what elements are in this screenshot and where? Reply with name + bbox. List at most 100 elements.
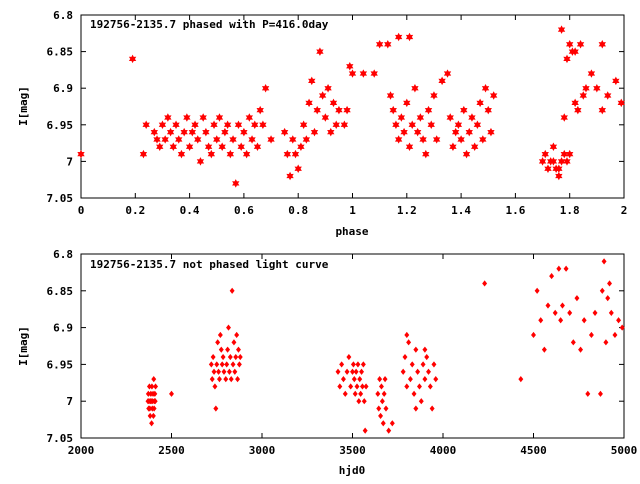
data-point xyxy=(286,171,294,181)
data-point xyxy=(570,339,576,346)
data-point xyxy=(402,353,408,361)
data-point xyxy=(386,427,392,434)
data-point xyxy=(563,157,571,166)
x-tick-label: 3000 xyxy=(249,444,276,457)
data-point xyxy=(462,149,471,159)
data-point xyxy=(340,376,346,383)
data-point xyxy=(415,368,421,375)
data-point xyxy=(305,98,313,108)
data-point xyxy=(226,324,231,331)
y-tick-label: 6.8 xyxy=(53,9,73,22)
data-point xyxy=(563,54,571,64)
data-point xyxy=(375,40,384,49)
y-tick-label: 7.05 xyxy=(47,192,74,205)
data-point xyxy=(156,142,164,152)
x-tick-label: 1.4 xyxy=(451,204,471,217)
y-tick-label: 6.85 xyxy=(47,46,74,59)
data-point xyxy=(226,368,232,375)
data-point xyxy=(188,127,196,137)
data-point xyxy=(566,40,574,49)
data-point xyxy=(446,113,454,122)
unphased-plot-y-axis-label: I[mag] xyxy=(17,326,30,366)
data-point xyxy=(605,295,611,302)
data-point xyxy=(236,361,242,368)
data-point xyxy=(476,98,484,108)
data-point xyxy=(429,405,435,412)
data-point xyxy=(484,105,492,115)
data-point xyxy=(149,420,155,427)
data-point xyxy=(346,353,352,361)
data-point xyxy=(217,376,222,383)
data-point xyxy=(579,91,587,100)
data-point xyxy=(538,317,544,324)
phased-plot-x-axis-label: phase xyxy=(335,225,368,238)
data-point xyxy=(471,142,479,152)
x-tick-label: 2000 xyxy=(68,444,95,457)
data-point xyxy=(408,120,416,130)
data-point xyxy=(411,83,419,93)
data-point xyxy=(378,383,384,390)
data-point xyxy=(183,113,191,122)
data-point xyxy=(566,149,574,159)
y-tick-label: 7 xyxy=(66,155,73,168)
data-point xyxy=(153,135,161,144)
data-point xyxy=(409,361,415,368)
data-point xyxy=(473,120,482,130)
data-point xyxy=(228,376,234,383)
data-point xyxy=(394,135,403,144)
phased-plot-points xyxy=(77,25,625,188)
data-point xyxy=(431,361,437,368)
data-point xyxy=(407,376,413,383)
data-point xyxy=(210,120,218,130)
data-point xyxy=(555,171,563,181)
data-point xyxy=(234,120,243,130)
data-point xyxy=(199,113,207,122)
data-point xyxy=(342,390,348,397)
data-point xyxy=(389,420,395,427)
data-point xyxy=(310,127,319,137)
phased-plot-panel: 192756-2135.7 phased with P=416.0day pha… xyxy=(17,9,627,238)
data-point xyxy=(253,142,262,152)
data-point xyxy=(567,309,573,316)
data-point xyxy=(389,105,397,115)
phased-plot-y-axis-label: I[mag] xyxy=(17,86,30,126)
data-point xyxy=(185,142,194,152)
data-point xyxy=(518,376,524,383)
data-point xyxy=(426,368,431,375)
data-point xyxy=(386,91,395,100)
data-point xyxy=(153,383,159,390)
data-point xyxy=(424,353,430,361)
data-point xyxy=(223,376,229,383)
data-point xyxy=(327,127,335,137)
data-point xyxy=(217,331,223,339)
data-point xyxy=(280,127,289,137)
data-point xyxy=(556,265,562,272)
data-point xyxy=(359,69,368,78)
data-point xyxy=(191,120,199,130)
y-tick-label: 6.85 xyxy=(47,285,74,298)
data-point xyxy=(169,390,174,397)
data-point xyxy=(237,353,243,361)
data-point xyxy=(451,127,460,137)
data-point xyxy=(212,383,218,390)
data-point xyxy=(251,120,259,130)
unphased-plot-title: 192756-2135.7 not phased light curve xyxy=(90,258,329,271)
data-point xyxy=(150,127,158,137)
data-point xyxy=(337,383,343,390)
data-point xyxy=(313,105,321,115)
data-point xyxy=(549,142,558,152)
data-point xyxy=(77,149,85,159)
data-point xyxy=(405,142,414,152)
data-point xyxy=(209,376,215,383)
data-point xyxy=(581,317,587,324)
unphased-plot-frame xyxy=(80,253,625,439)
data-point xyxy=(560,149,568,159)
data-point xyxy=(213,405,219,412)
data-point xyxy=(215,339,221,346)
data-point xyxy=(164,113,172,122)
data-point xyxy=(538,157,547,166)
y-tick-label: 6.9 xyxy=(53,82,73,95)
data-point xyxy=(375,390,381,397)
x-tick-label: 1.6 xyxy=(505,204,525,217)
